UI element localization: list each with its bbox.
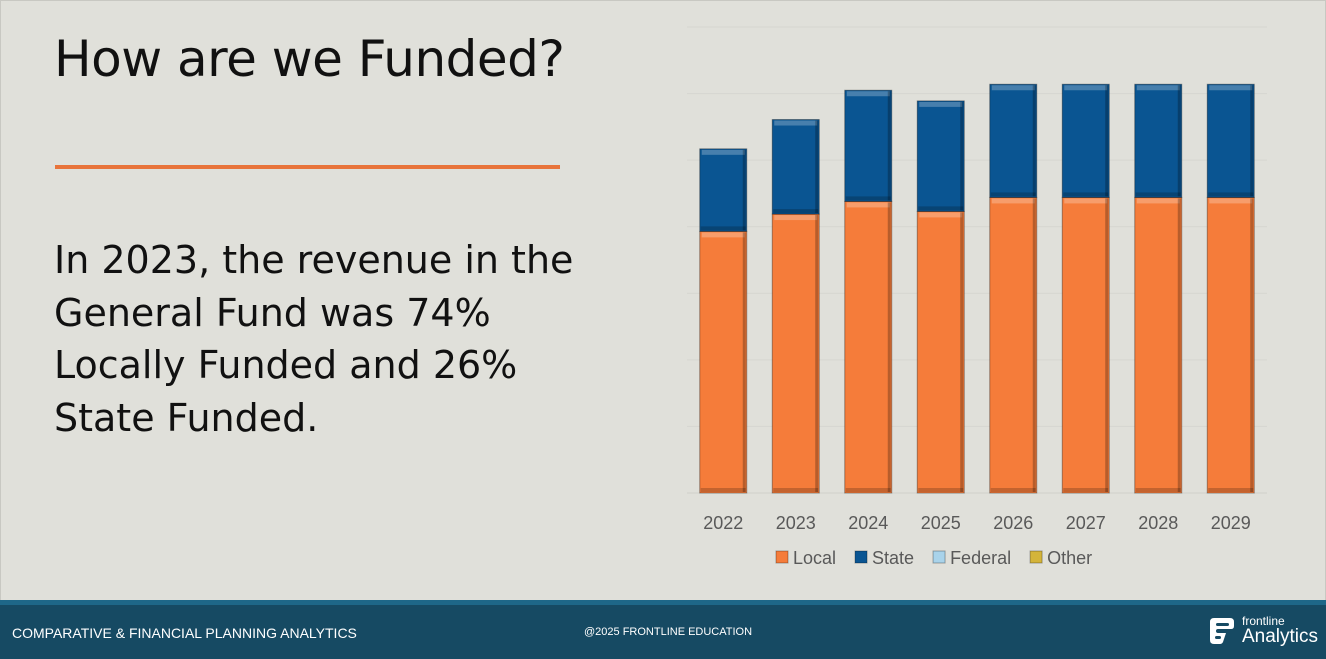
bar-state-2027 <box>1061 83 1110 198</box>
legend-swatch <box>1029 550 1043 564</box>
legend-swatch <box>775 550 789 564</box>
bar-local-2028 <box>1134 196 1183 494</box>
legend-swatch <box>932 550 946 564</box>
logo-line2: Analytics <box>1242 626 1319 647</box>
x-tick-label: 2027 <box>1066 513 1106 533</box>
legend-label: Local <box>793 548 836 568</box>
bar-local-2025 <box>916 210 965 494</box>
x-tick-label: 2029 <box>1211 513 1251 533</box>
footer-copyright: @2025 FRONTLINE EDUCATION <box>584 626 753 638</box>
legend-item-state: State <box>854 548 914 568</box>
title-divider <box>55 165 560 169</box>
legend-item-other: Other <box>1029 548 1092 568</box>
footer-left-text: COMPARATIVE & FINANCIAL PLANNING ANALYTI… <box>12 625 357 641</box>
logo-line1: frontline <box>1242 614 1285 628</box>
x-tick-label: 2023 <box>776 513 816 533</box>
legend-item-local: Local <box>775 548 836 568</box>
frontline-analytics-logo: frontline Analytics <box>1206 615 1318 646</box>
bar-local-2027 <box>1061 196 1110 494</box>
bar-state-2024 <box>844 89 893 202</box>
bar-local-2023 <box>771 213 820 494</box>
slide-body-text: In 2023, the revenue in the General Fund… <box>54 238 574 440</box>
x-tick-label: 2028 <box>1138 513 1178 533</box>
bar-state-2028 <box>1134 83 1183 198</box>
x-tick-label: 2026 <box>993 513 1033 533</box>
bar-state-2023 <box>771 119 820 215</box>
slide-title: How are we Funded? <box>54 30 565 88</box>
bar-state-2025 <box>916 100 965 212</box>
frontline-logo-icon <box>1210 617 1234 644</box>
legend-label: State <box>872 548 914 568</box>
x-tick-label: 2025 <box>921 513 961 533</box>
bar-local-2022 <box>699 230 748 494</box>
bar-state-2022 <box>699 148 748 232</box>
x-tick-label: 2022 <box>703 513 743 533</box>
x-tick-label: 2024 <box>848 513 888 533</box>
bar-local-2024 <box>844 200 893 494</box>
bar-state-2029 <box>1206 83 1255 198</box>
legend-swatch <box>854 550 868 564</box>
funding-bar-chart: 2022 2023 2024 2025 2026 2027 2028 2029 Local Sta… <box>687 26 1267 568</box>
bar-local-2029 <box>1206 196 1255 494</box>
footer-bar: COMPARATIVE & FINANCIAL PLANNING ANALYTI… <box>0 600 1326 659</box>
legend-label: Other <box>1047 548 1092 568</box>
legend-label: Federal <box>950 548 1011 568</box>
legend-item-federal: Federal <box>932 548 1011 568</box>
bar-state-2026 <box>989 83 1038 198</box>
bar-local-2026 <box>989 196 1038 494</box>
